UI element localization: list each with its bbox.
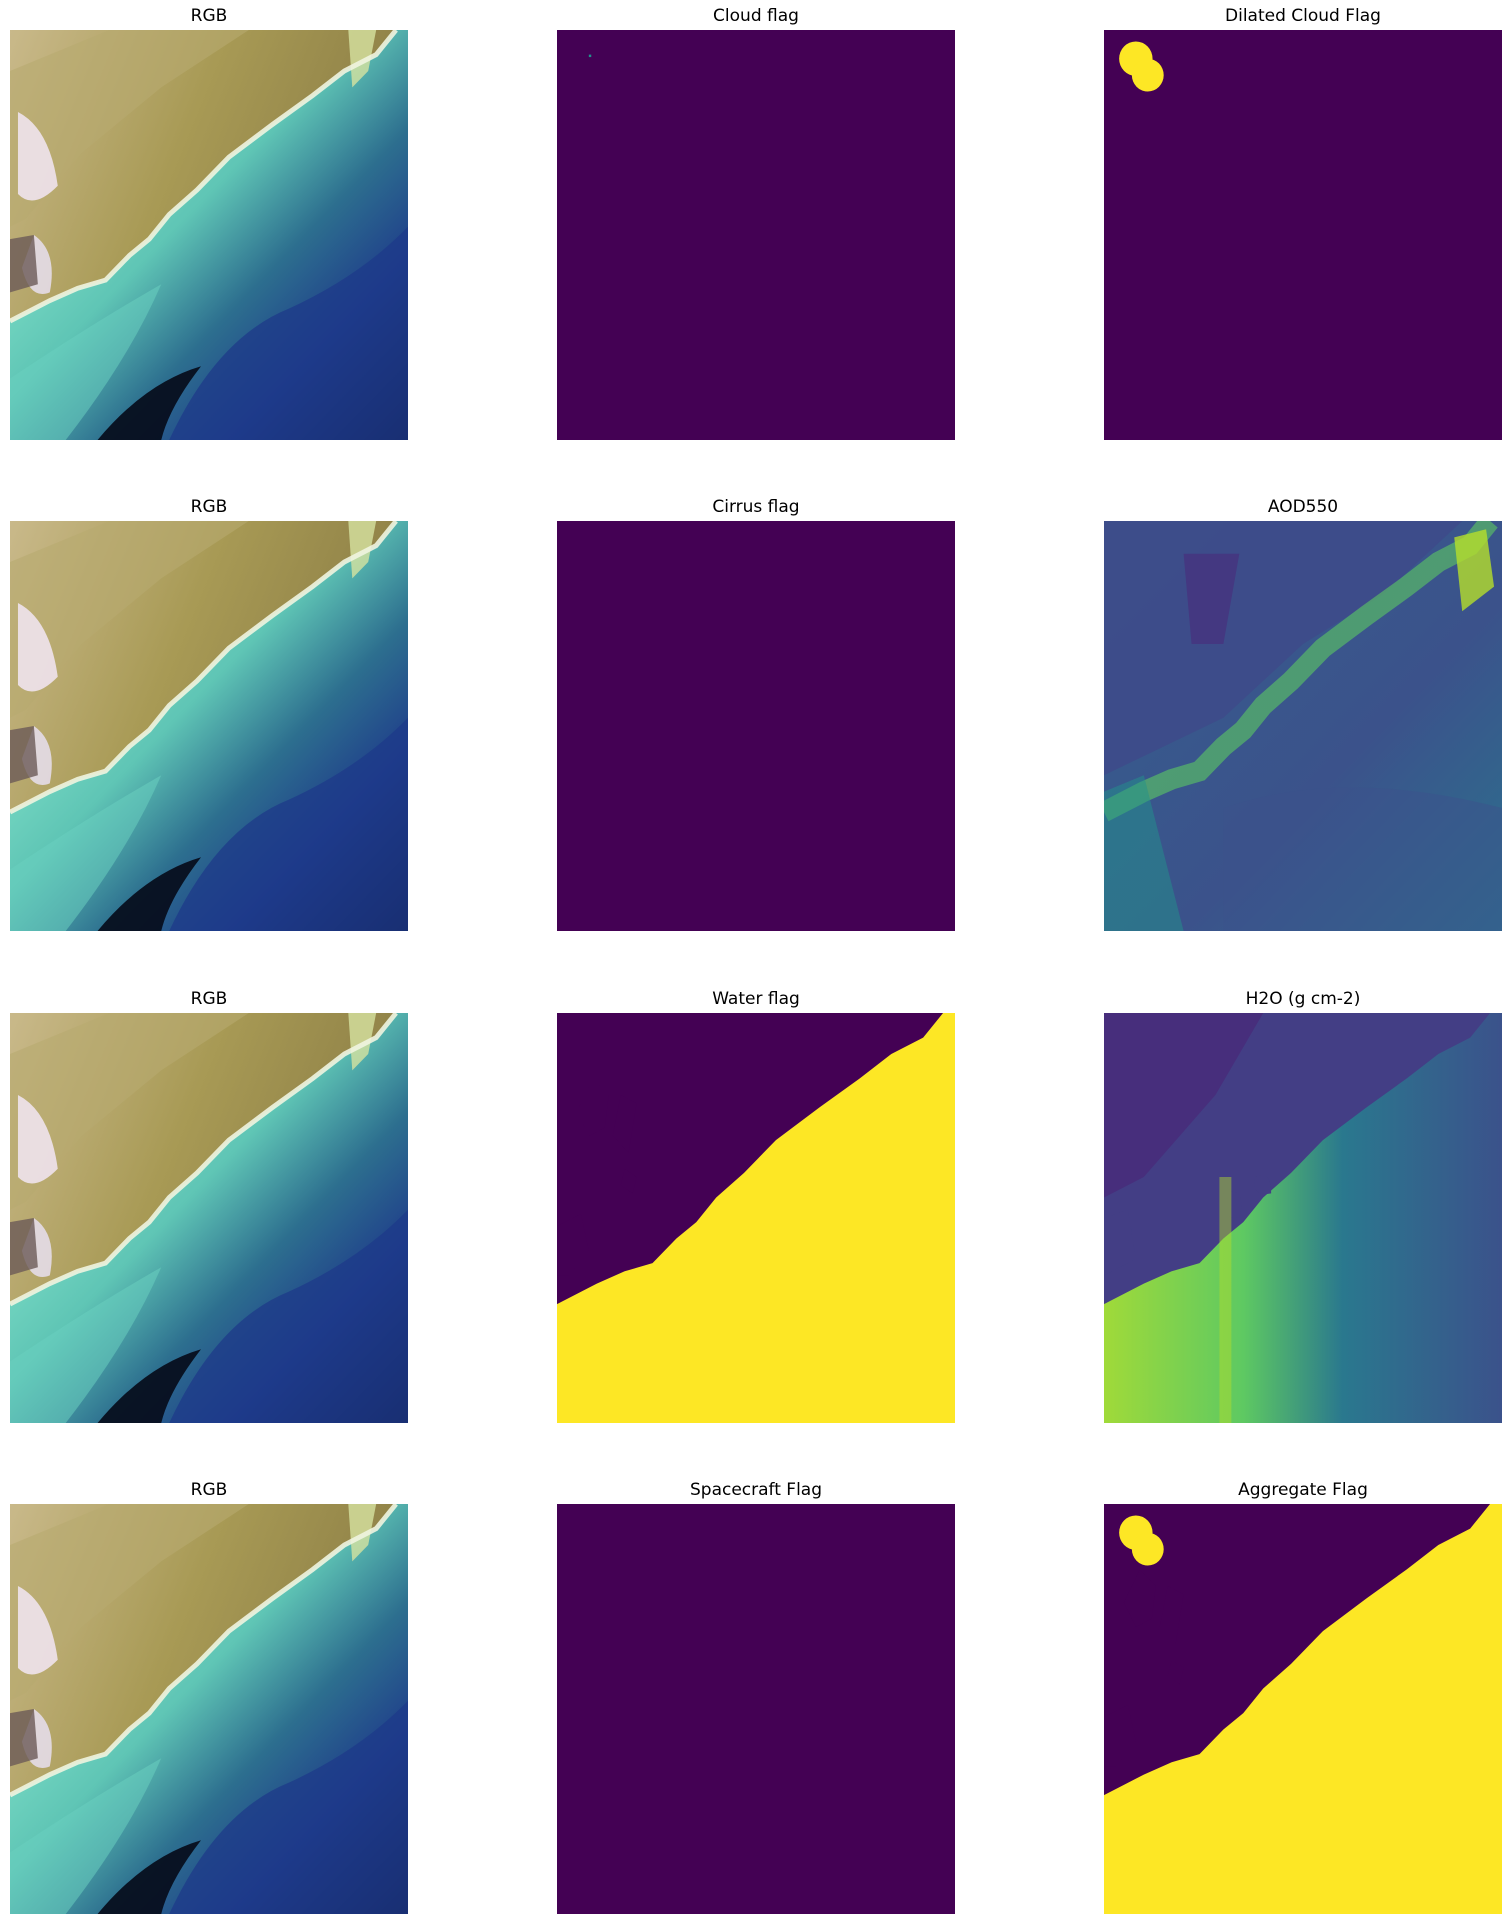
rgb-raster <box>10 30 408 440</box>
empty-raster <box>557 1504 955 1914</box>
panel-title-spacecraft-flag: Spacecraft Flag <box>689 1480 823 1500</box>
panel-title-h2o: H2O (g cm-2) <box>1245 989 1361 1009</box>
rgb-image-4 <box>10 1504 408 1914</box>
aggregate-flag-image <box>1104 1504 1502 1914</box>
h2o-raster <box>1104 1013 1502 1423</box>
h2o-image <box>1104 1013 1502 1423</box>
cloud-flag-image <box>557 30 955 440</box>
panel-title-cirrus-flag: Cirrus flag <box>712 497 800 517</box>
panel-title-rgb-2: RGB <box>190 497 228 517</box>
spacecraft-flag-image <box>557 1504 955 1914</box>
aod-raster <box>1104 521 1502 931</box>
dilated-raster <box>1104 30 1502 440</box>
rgb-raster <box>10 1504 408 1914</box>
aod550-image <box>1104 521 1502 931</box>
rgb-raster <box>10 521 408 931</box>
rgb-image-1 <box>10 30 408 440</box>
panel-title-aggregate-flag: Aggregate Flag <box>1238 1480 1368 1500</box>
empty-raster <box>557 521 955 931</box>
rgb-raster <box>10 1013 408 1423</box>
dilated-cloud-flag-image <box>1104 30 1502 440</box>
panel-title-water-flag: Water flag <box>712 989 800 1009</box>
cirrus-flag-image <box>557 521 955 931</box>
panel-title-aod550: AOD550 <box>1267 497 1339 517</box>
panel-title-rgb-4: RGB <box>190 1480 228 1500</box>
water-flag-image <box>557 1013 955 1423</box>
panel-title-cloud-flag: Cloud flag <box>713 6 799 26</box>
rgb-image-3 <box>10 1013 408 1423</box>
water-raster <box>557 1013 955 1423</box>
aggregate-raster <box>1104 1504 1502 1914</box>
panel-title-rgb-3: RGB <box>190 989 228 1009</box>
rgb-image-2 <box>10 521 408 931</box>
panel-title-rgb-1: RGB <box>190 6 228 26</box>
cloud-raster <box>557 30 955 440</box>
panel-title-dilated-cloud-flag: Dilated Cloud Flag <box>1225 6 1381 26</box>
